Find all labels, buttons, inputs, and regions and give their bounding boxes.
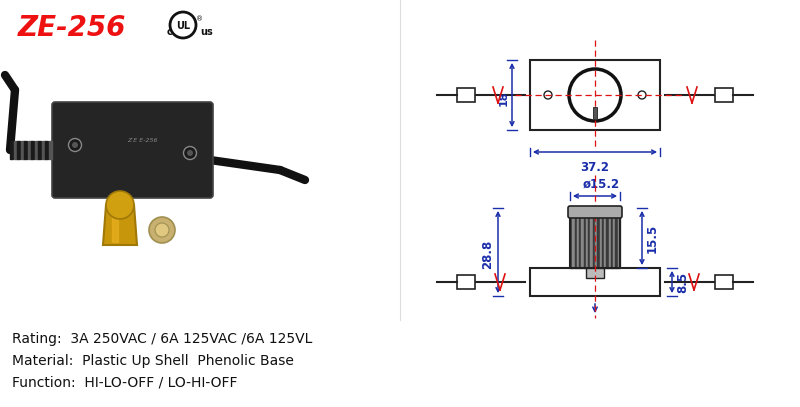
Bar bbox=[615, 208, 618, 268]
Bar bbox=[599, 208, 602, 268]
Circle shape bbox=[638, 91, 646, 99]
Bar bbox=[606, 208, 609, 268]
Bar bbox=[457, 275, 475, 289]
Circle shape bbox=[106, 191, 134, 219]
Bar bbox=[49, 141, 51, 159]
Bar bbox=[24, 141, 27, 159]
Bar bbox=[582, 208, 584, 268]
Text: ø15.2: ø15.2 bbox=[582, 178, 619, 191]
Bar bbox=[14, 141, 17, 159]
Bar bbox=[42, 141, 45, 159]
Bar bbox=[593, 208, 595, 268]
Text: Rating:  3A 250VAC / 6A 125VAC /6A 125VL: Rating: 3A 250VAC / 6A 125VAC /6A 125VL bbox=[12, 332, 312, 346]
Text: 8.5: 8.5 bbox=[676, 271, 689, 293]
Circle shape bbox=[187, 150, 193, 156]
Bar bbox=[21, 141, 23, 159]
Bar bbox=[10, 141, 13, 159]
Bar bbox=[570, 208, 572, 268]
Bar bbox=[34, 141, 38, 159]
Text: UL: UL bbox=[176, 21, 190, 31]
Bar bbox=[577, 208, 579, 268]
Bar bbox=[586, 268, 604, 278]
Text: 18: 18 bbox=[499, 90, 509, 106]
Bar bbox=[574, 208, 577, 268]
Bar bbox=[457, 88, 475, 102]
Circle shape bbox=[72, 142, 78, 148]
Bar bbox=[112, 207, 118, 242]
Bar bbox=[618, 208, 620, 268]
Text: Function:  HI-LO-OFF / LO-HI-OFF: Function: HI-LO-OFF / LO-HI-OFF bbox=[12, 376, 238, 390]
Text: 15.5: 15.5 bbox=[646, 223, 659, 253]
FancyBboxPatch shape bbox=[568, 206, 622, 218]
Text: ®: ® bbox=[196, 16, 203, 22]
Bar bbox=[27, 141, 30, 159]
Bar bbox=[595, 208, 598, 268]
Bar bbox=[609, 208, 611, 268]
Bar bbox=[572, 208, 574, 268]
Bar bbox=[570, 208, 620, 268]
Bar bbox=[611, 208, 613, 268]
Bar bbox=[530, 60, 660, 130]
Polygon shape bbox=[103, 205, 137, 245]
Bar bbox=[588, 208, 590, 268]
Text: Material:  Plastic Up Shell  Phenolic Base: Material: Plastic Up Shell Phenolic Base bbox=[12, 354, 294, 368]
Bar bbox=[530, 268, 660, 296]
Bar bbox=[604, 208, 606, 268]
Circle shape bbox=[544, 91, 552, 99]
Circle shape bbox=[149, 217, 175, 243]
Text: us: us bbox=[200, 27, 213, 37]
Bar bbox=[590, 208, 593, 268]
Bar bbox=[593, 107, 597, 119]
Bar bbox=[38, 141, 41, 159]
Bar bbox=[586, 208, 588, 268]
Text: 28.8: 28.8 bbox=[481, 239, 494, 269]
Bar bbox=[715, 275, 733, 289]
Bar bbox=[602, 208, 604, 268]
FancyBboxPatch shape bbox=[52, 102, 213, 198]
Bar bbox=[598, 208, 599, 268]
Bar bbox=[579, 208, 582, 268]
Text: ZE-256: ZE-256 bbox=[18, 14, 126, 42]
Circle shape bbox=[69, 138, 82, 151]
Bar bbox=[715, 88, 733, 102]
Text: c: c bbox=[167, 27, 173, 37]
Text: Z E E-256: Z E E-256 bbox=[126, 138, 158, 142]
Circle shape bbox=[155, 223, 169, 237]
Bar bbox=[45, 141, 48, 159]
Circle shape bbox=[170, 12, 196, 38]
Text: 37.2: 37.2 bbox=[581, 161, 610, 174]
Circle shape bbox=[183, 147, 197, 160]
Bar bbox=[17, 141, 20, 159]
Bar bbox=[613, 208, 615, 268]
Bar bbox=[31, 141, 34, 159]
Bar bbox=[584, 208, 586, 268]
